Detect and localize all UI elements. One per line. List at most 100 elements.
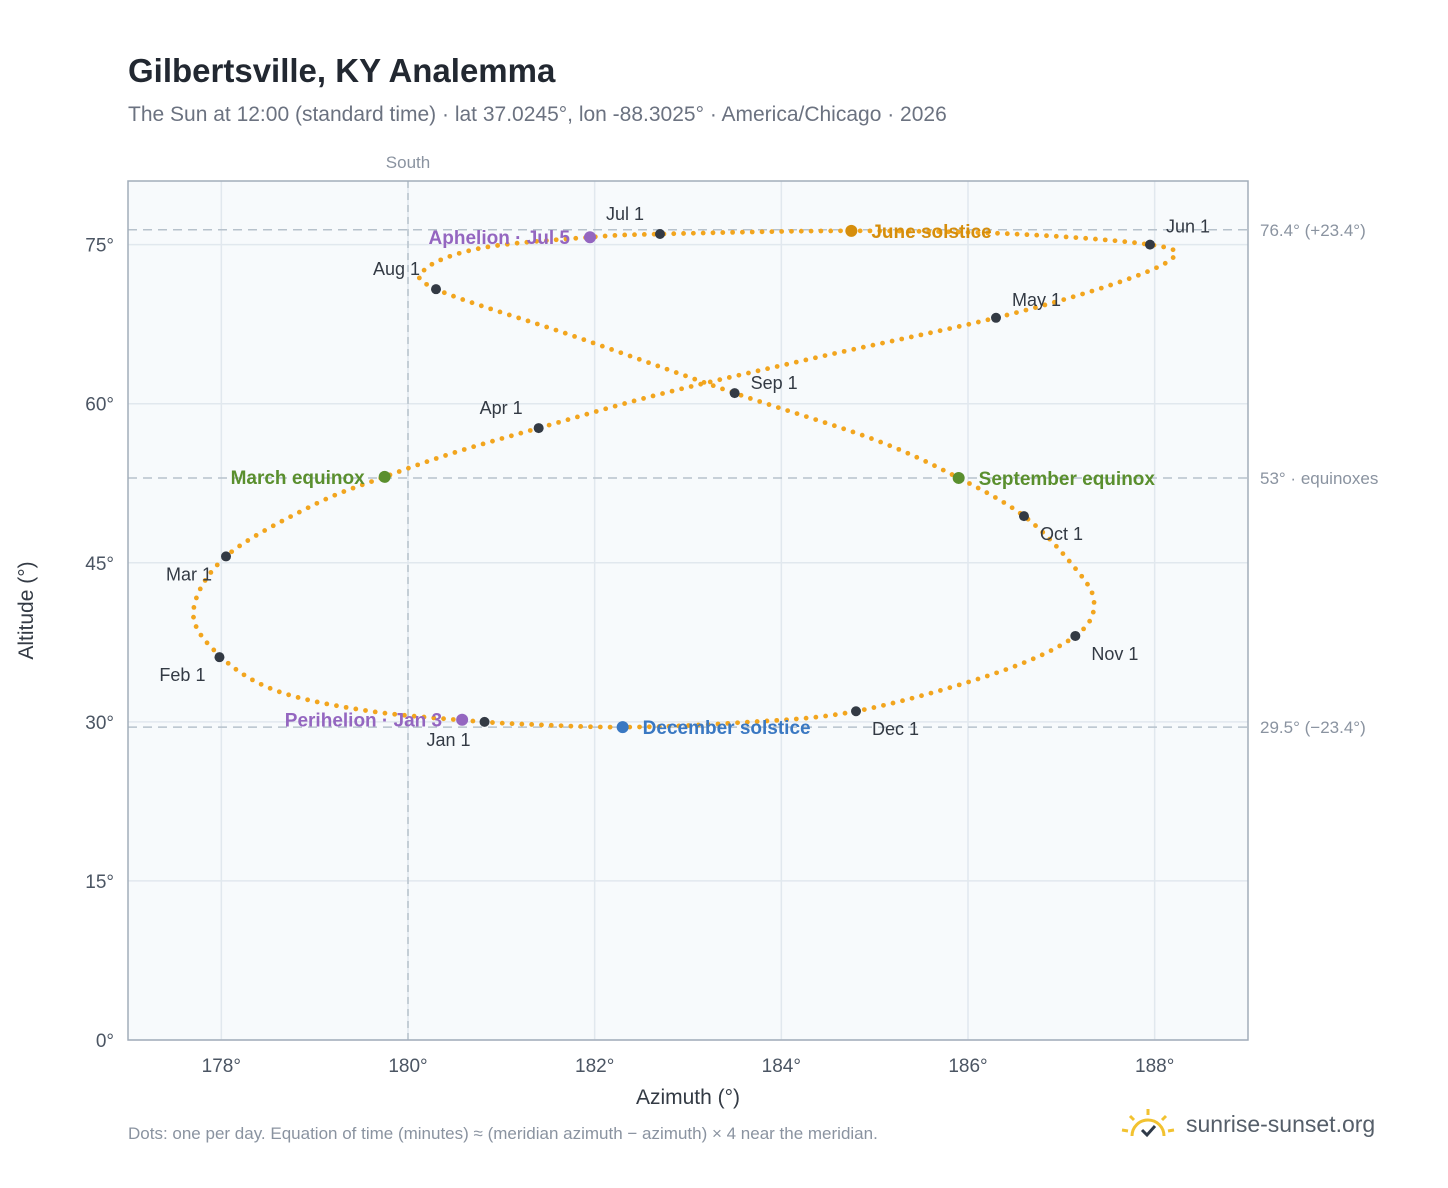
- daily-dot: [919, 693, 924, 699]
- daily-dot: [878, 439, 884, 445]
- daily-dot: [1053, 233, 1059, 239]
- daily-dot: [441, 290, 447, 296]
- event-marker: [584, 231, 596, 244]
- daily-dot: [881, 702, 886, 708]
- reference-line-label: 53° · equinoxes: [1260, 469, 1378, 488]
- daily-dot: [424, 459, 430, 465]
- brand[interactable]: sunrise-sunset.org: [1120, 1104, 1375, 1144]
- daily-dot: [803, 715, 809, 721]
- daily-dot: [1073, 235, 1079, 241]
- daily-dot: [627, 353, 633, 359]
- event-label: Perihelion · Jan 3: [285, 711, 442, 732]
- daily-dot: [838, 228, 843, 234]
- event-label: Aphelion · Jul 5: [429, 228, 571, 249]
- daily-dot: [1024, 232, 1030, 238]
- daily-dot: [1126, 276, 1132, 282]
- month-marker: [214, 652, 225, 663]
- daily-dot: [918, 332, 924, 338]
- daily-dot: [469, 300, 475, 306]
- event-marker: [616, 721, 629, 734]
- daily-dot: [967, 481, 972, 486]
- daily-dot: [499, 436, 505, 441]
- meridian-label: South: [386, 153, 430, 172]
- daily-dot: [229, 549, 235, 555]
- daily-dot: [553, 327, 559, 333]
- x-tick-label: 184°: [762, 1056, 801, 1077]
- sun-logo-icon: [1121, 1109, 1175, 1138]
- daily-dot: [452, 450, 458, 455]
- daily-dot: [905, 450, 911, 456]
- daily-dot: [518, 430, 524, 436]
- daily-dot: [831, 423, 837, 429]
- daily-dot: [900, 698, 905, 704]
- daily-dot: [1132, 240, 1137, 246]
- daily-dot: [890, 700, 896, 706]
- daily-dot: [323, 496, 329, 502]
- daily-dot: [602, 233, 608, 239]
- daily-dot: [681, 231, 686, 236]
- daily-dot: [262, 528, 268, 533]
- daily-dot: [1073, 566, 1078, 572]
- daily-dot: [1004, 312, 1010, 318]
- daily-dot: [769, 229, 775, 235]
- daily-dot: [984, 490, 990, 496]
- daily-dot: [343, 704, 349, 710]
- month-label: Mar 1: [166, 564, 212, 584]
- y-tick-label: 15°: [85, 872, 114, 893]
- daily-dot: [690, 230, 696, 236]
- daily-dot: [808, 228, 814, 234]
- daily-dot: [798, 228, 804, 234]
- daily-dot: [573, 235, 579, 241]
- daily-dot: [456, 250, 462, 256]
- daily-dot: [1112, 238, 1118, 244]
- daily-dot: [725, 720, 731, 726]
- daily-dot: [508, 433, 514, 439]
- event-marker: [952, 471, 965, 484]
- daily-dot: [841, 348, 847, 354]
- month-label: Nov 1: [1091, 644, 1138, 664]
- daily-dot: [525, 318, 531, 324]
- daily-dot: [828, 228, 834, 234]
- daily-dot: [421, 267, 427, 273]
- daily-dot: [832, 351, 837, 356]
- month-marker: [431, 284, 441, 295]
- daily-dot: [495, 243, 501, 248]
- daily-dot: [637, 724, 642, 730]
- daily-dot: [784, 361, 790, 367]
- daily-dot: [928, 330, 933, 336]
- chart-subtitle: The Sun at 12:00 (standard time) · lat 3…: [128, 103, 947, 126]
- daily-dot: [789, 228, 794, 234]
- daily-dot: [673, 370, 679, 375]
- daily-dot: [208, 570, 214, 575]
- daily-dot: [710, 230, 716, 236]
- daily-dot: [286, 692, 292, 698]
- daily-dot: [1080, 291, 1085, 297]
- daily-dot: [1044, 233, 1049, 239]
- daily-dot: [822, 420, 828, 426]
- daily-dot: [947, 326, 953, 331]
- daily-dot: [956, 324, 962, 329]
- daily-dot: [332, 492, 338, 498]
- daily-dot: [660, 391, 665, 396]
- daily-dot: [871, 705, 877, 710]
- daily-dot: [245, 538, 251, 543]
- daily-dot: [539, 722, 544, 728]
- daily-dot: [534, 238, 540, 244]
- daily-dot: [296, 509, 302, 515]
- daily-dot: [736, 372, 742, 378]
- daily-dot: [701, 379, 707, 385]
- daily-dot: [1053, 543, 1059, 549]
- daily-dot: [914, 454, 920, 460]
- daily-dot: [471, 444, 477, 450]
- daily-dot: [766, 402, 772, 407]
- month-marker: [1019, 511, 1029, 522]
- month-label: Jun 1: [1166, 217, 1210, 237]
- daily-dot: [984, 673, 990, 679]
- daily-dot: [764, 718, 770, 724]
- y-tick-label: 30°: [85, 713, 114, 734]
- daily-dot: [253, 533, 259, 538]
- daily-dot: [475, 246, 481, 252]
- daily-dot: [314, 699, 320, 705]
- daily-dot: [928, 690, 934, 696]
